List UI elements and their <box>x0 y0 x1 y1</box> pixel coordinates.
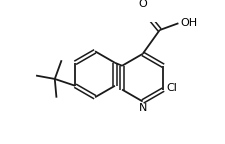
Text: OH: OH <box>180 18 197 28</box>
Text: Cl: Cl <box>167 83 178 93</box>
Text: O: O <box>138 0 147 9</box>
Text: N: N <box>139 103 147 113</box>
